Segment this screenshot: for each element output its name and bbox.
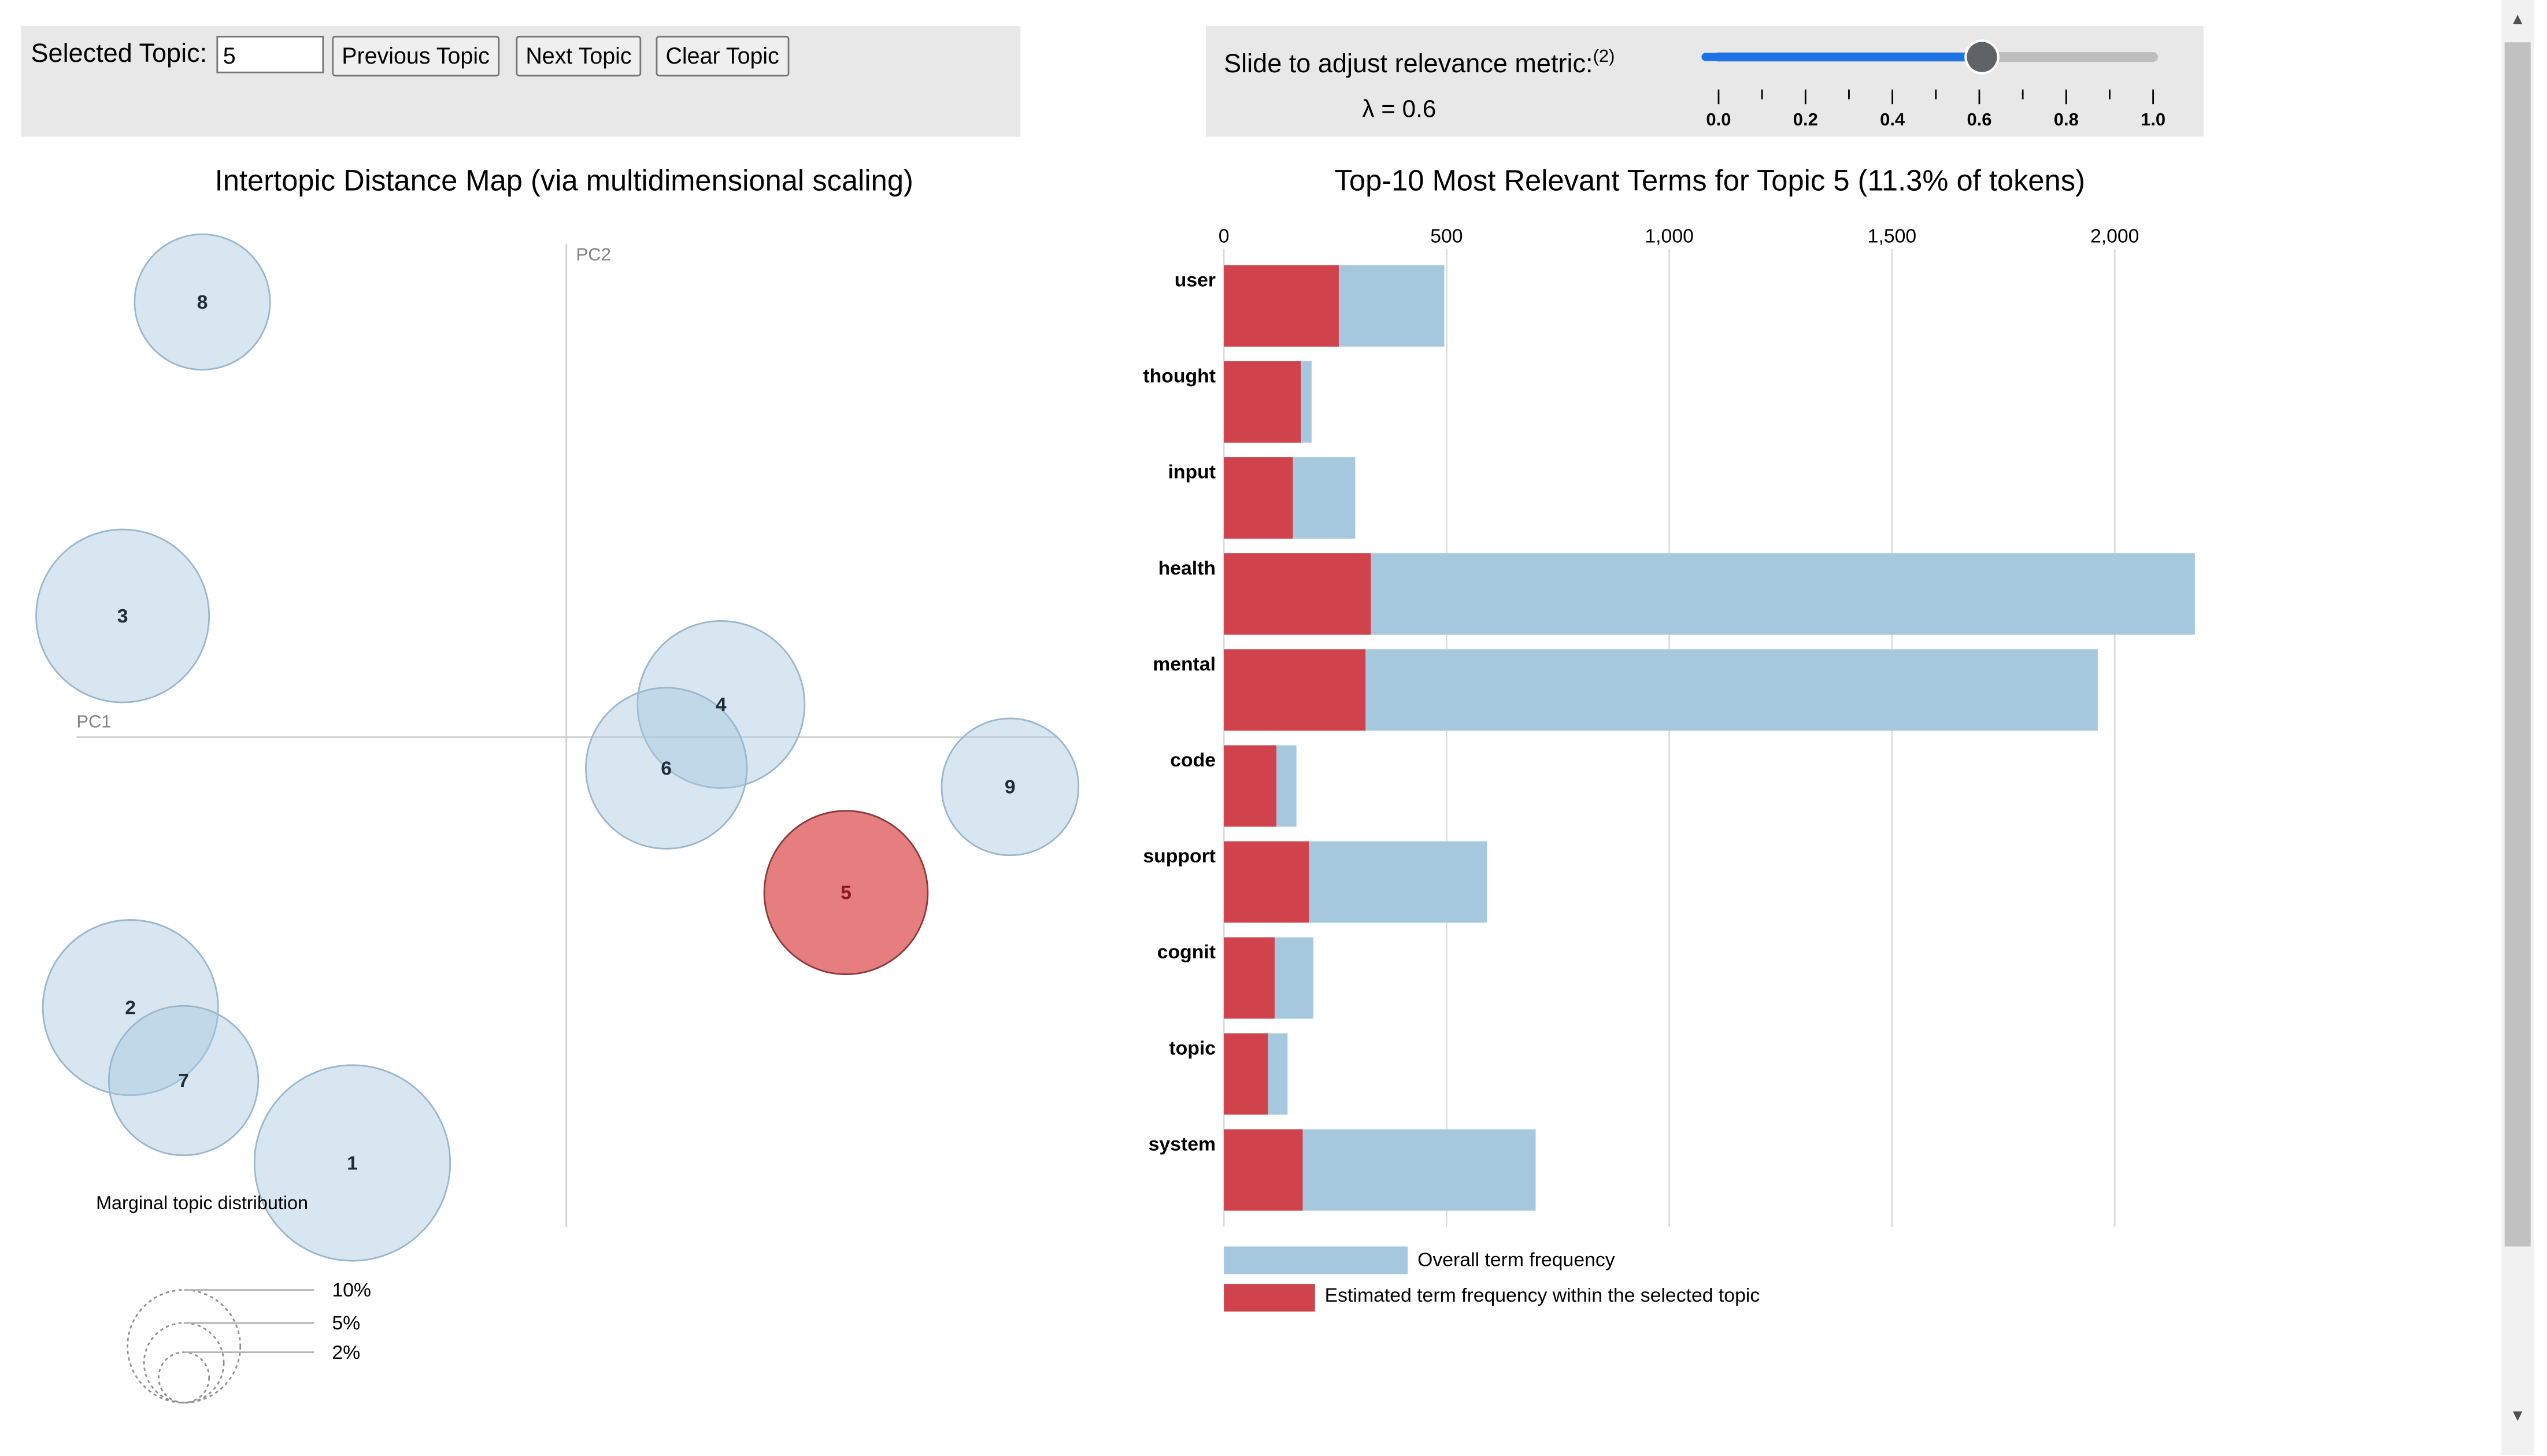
legend-label-overall: Overall term frequency xyxy=(1417,1248,1615,1270)
next-topic-button[interactable]: Next Topic xyxy=(516,35,642,77)
term-label: input xyxy=(1168,461,1216,483)
scroll-down-arrow-icon[interactable]: ▼ xyxy=(2509,1407,2526,1426)
topic-bubble-label: 3 xyxy=(117,605,128,627)
topic-frequency-bar xyxy=(1224,937,1275,1019)
distance-map-title: Intertopic Distance Map (via multidimens… xyxy=(214,164,913,197)
relevant-terms-bar-chart: 0 500 1,000 1,500 2,000 user thought input healt… xyxy=(1143,225,2195,1312)
term-label: thought xyxy=(1143,365,1216,387)
overall-frequency-bar xyxy=(1224,553,2195,635)
topic-frequency-bar xyxy=(1224,1033,1268,1115)
overall-frequency-bar xyxy=(1224,649,2098,731)
slider-footnote: (2) xyxy=(1593,47,1615,67)
size-legend-label: 2% xyxy=(332,1342,360,1364)
bar-chart-title: Top-10 Most Relevant Terms for Topic 5 (… xyxy=(1334,164,2086,197)
x-tick-label: 2,000 xyxy=(2090,225,2139,247)
selected-topic-label: Selected Topic: xyxy=(31,40,208,69)
topic-bubble-5[interactable] xyxy=(763,810,929,975)
topic-frequency-bar xyxy=(1224,265,1339,347)
lambda-value-text: λ = 0.6 xyxy=(1362,96,1437,124)
topic-bubble-8[interactable] xyxy=(134,233,271,371)
x-tick-label: 1,000 xyxy=(1645,225,1693,247)
topic-frequency-bar xyxy=(1224,841,1309,923)
term-label: topic xyxy=(1169,1037,1216,1059)
term-label: support xyxy=(1143,845,1216,867)
term-label: system xyxy=(1149,1133,1216,1155)
selected-topic-input[interactable] xyxy=(216,35,324,73)
topic-frequency-bar xyxy=(1224,457,1293,539)
size-legend-circle xyxy=(158,1351,210,1404)
term-label: cognit xyxy=(1157,941,1216,963)
topic-bubble-label: 1 xyxy=(347,1152,358,1174)
slider-tick-label: 1.0 xyxy=(2141,109,2165,129)
topic-bubble-label: 6 xyxy=(661,757,672,779)
term-label: health xyxy=(1158,557,1216,579)
size-legend-label: 5% xyxy=(332,1312,360,1334)
intertopic-distance-map: PC1 PC2 1 2 3 4 5 6 7 8 9 Marginal topic distributi… xyxy=(35,233,1080,1404)
legend-swatch-overall xyxy=(1224,1246,1408,1275)
x-tick-label: 500 xyxy=(1430,225,1463,247)
previous-topic-button[interactable]: Previous Topic xyxy=(332,35,499,77)
size-legend-label: 10% xyxy=(332,1279,371,1301)
slider-tick-label: 0.4 xyxy=(1880,109,1905,129)
slider-tick-label: 0.0 xyxy=(1706,109,1731,129)
slider-label-text: Slide to adjust relevance metric: xyxy=(1224,51,1593,79)
x-tick-label: 1,500 xyxy=(1868,225,1917,247)
topic-bubble-label: 7 xyxy=(178,1070,189,1092)
relevance-slider[interactable]: 0.0 0.2 0.4 0.6 0.8 1.0 xyxy=(1206,26,2204,136)
topic-frequency-bar xyxy=(1224,361,1301,443)
slider-handle[interactable] xyxy=(1964,39,2000,75)
slider-label: Slide to adjust relevance metric:(2) xyxy=(1224,47,1615,80)
relevance-control-panel: Slide to adjust relevance metric:(2) λ =… xyxy=(1206,26,2204,137)
topic-bubble-label: 5 xyxy=(841,881,852,903)
term-label: user xyxy=(1175,269,1216,291)
size-legend-title: Marginal topic distribution xyxy=(96,1192,308,1213)
slider-tick-label: 0.8 xyxy=(2054,109,2079,129)
topic-frequency-bar xyxy=(1224,553,1371,635)
x-tick-label: 0 xyxy=(1219,225,1230,247)
slider-tick-label: 0.6 xyxy=(1967,109,1991,129)
topic-control-panel: Selected Topic: Previous Topic Next Topi… xyxy=(21,26,1021,137)
slider-tick-label: 0.2 xyxy=(1793,109,1818,129)
size-legend-circle xyxy=(143,1322,225,1404)
topic-frequency-bar xyxy=(1224,745,1277,827)
topic-bubble-label: 9 xyxy=(1005,776,1016,798)
legend-swatch-topic xyxy=(1224,1284,1315,1312)
topic-bubble-6[interactable] xyxy=(585,687,748,850)
topic-bubble-label: 4 xyxy=(716,694,727,716)
scrollbar-thumb[interactable] xyxy=(2504,42,2531,1247)
topic-frequency-bar xyxy=(1224,649,1366,731)
scroll-up-arrow-icon[interactable]: ▲ xyxy=(2509,11,2526,29)
term-label: mental xyxy=(1153,653,1216,675)
pc2-axis-label: PC2 xyxy=(576,244,611,264)
clear-topic-button[interactable]: Clear Topic xyxy=(656,35,789,77)
pc1-axis-label: PC1 xyxy=(76,711,111,731)
topic-bubble-2[interactable] xyxy=(42,919,219,1096)
topic-bubble-7[interactable] xyxy=(108,1005,260,1157)
topic-frequency-bar xyxy=(1224,1129,1303,1211)
topic-bubble-4[interactable] xyxy=(636,620,806,789)
topic-bubble-1[interactable] xyxy=(253,1064,451,1262)
topic-bubble-9[interactable] xyxy=(941,717,1080,857)
topic-bubble-label: 8 xyxy=(197,291,208,313)
size-legend-circle xyxy=(127,1289,242,1404)
topic-bubble-label: 2 xyxy=(125,996,136,1018)
topic-bubble-3[interactable] xyxy=(35,528,210,703)
legend-label-topic: Estimated term frequency within the sele… xyxy=(1325,1284,1760,1306)
term-label: code xyxy=(1170,749,1216,771)
